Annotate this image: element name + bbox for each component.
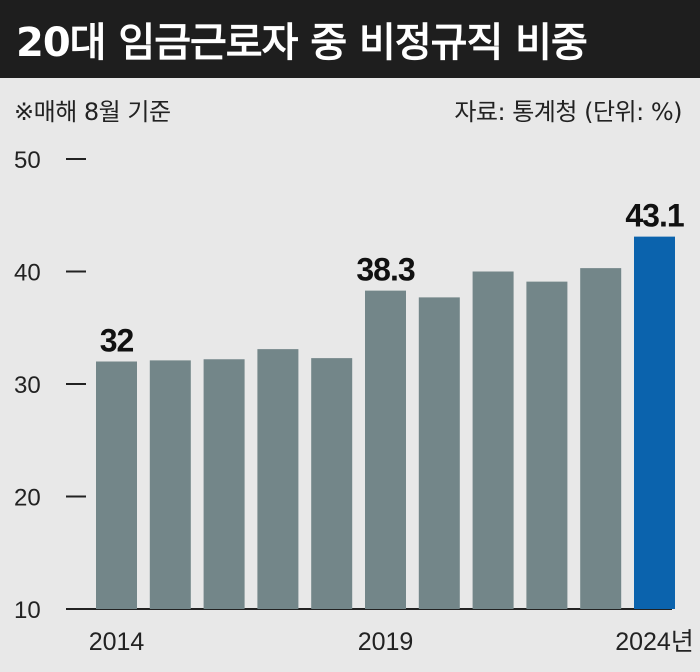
data-label: 43.1 <box>625 198 683 234</box>
y-tick-label: 20 <box>14 485 41 512</box>
bar-2023 <box>580 268 622 609</box>
bar-2015 <box>149 360 191 609</box>
bar-2019 <box>365 290 406 609</box>
data-label: 38.3 <box>356 252 414 288</box>
y-tick-label: 30 <box>14 372 41 399</box>
x-tick-label: 2014 <box>89 628 145 656</box>
y-tick-label: 50 <box>14 147 41 174</box>
x-tick-label: 2019 <box>358 628 414 656</box>
y-tick-label: 40 <box>14 260 41 287</box>
bar-2020 <box>418 297 460 609</box>
title-bar: 20대 임금근로자 중 비정규직 비중 <box>0 0 700 78</box>
bar-2014 <box>96 361 137 609</box>
x-tick-label: 2024년 <box>615 628 694 656</box>
data-label: 32 <box>100 323 134 359</box>
bar-2016 <box>203 359 245 609</box>
bar-2024 <box>634 236 675 609</box>
bar-2018 <box>311 358 353 609</box>
bar-2022 <box>526 281 568 609</box>
chart-source: 자료: 통계청 (단위: %) <box>454 98 682 126</box>
bar-2021 <box>472 271 514 609</box>
bar-2017 <box>257 349 299 609</box>
chart-title: 20대 임금근로자 중 비정규직 비중 <box>16 20 588 66</box>
chart-note: ※매해 8월 기준 <box>14 98 171 126</box>
y-tick-label: 10 <box>14 597 41 624</box>
